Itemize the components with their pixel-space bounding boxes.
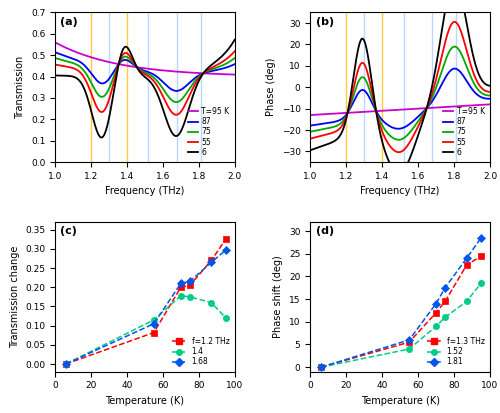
Legend: T=95 K, 87, 75, 55, 6: T=95 K, 87, 75, 55, 6	[186, 106, 231, 158]
Legend: T=95 K, 87, 75, 55, 6: T=95 K, 87, 75, 55, 6	[442, 106, 486, 158]
Text: (b): (b)	[316, 17, 334, 27]
Text: (d): (d)	[316, 226, 334, 237]
Y-axis label: Transmission: Transmission	[16, 56, 26, 119]
Y-axis label: Phase shift (deg): Phase shift (deg)	[274, 256, 283, 338]
X-axis label: Temperature (K): Temperature (K)	[360, 396, 440, 406]
Y-axis label: Phase (deg): Phase (deg)	[266, 58, 276, 116]
X-axis label: Frequency (THz): Frequency (THz)	[105, 186, 184, 196]
Legend: f=1.3 THz, 1.52, 1.81: f=1.3 THz, 1.52, 1.81	[426, 335, 486, 368]
Text: (c): (c)	[60, 226, 78, 237]
Text: (a): (a)	[60, 17, 78, 27]
X-axis label: Frequency (THz): Frequency (THz)	[360, 186, 440, 196]
Legend: f=1.2 THz, 1.4, 1.68: f=1.2 THz, 1.4, 1.68	[170, 335, 231, 368]
Y-axis label: Transmission change: Transmission change	[10, 246, 20, 348]
X-axis label: Temperature (K): Temperature (K)	[106, 396, 184, 406]
